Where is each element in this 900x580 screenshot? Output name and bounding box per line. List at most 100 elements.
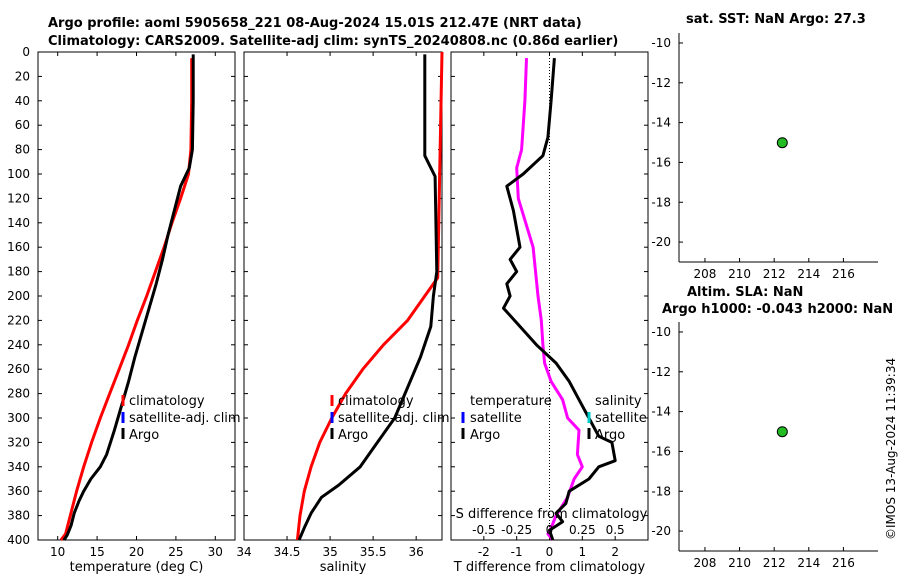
top-tick-label: -0.5	[472, 523, 495, 537]
y-tick-label: 140	[7, 216, 30, 230]
watermark: ©IMOS 13-Aug-2024 11:39:34	[884, 358, 898, 540]
legend-salinity-label: salinity	[595, 394, 642, 409]
x-tick-label: 212	[763, 267, 786, 281]
salinity-panel: 34 34.5 35 35.5 36 salinity	[236, 51, 444, 575]
legend-sal-argo-label: Argo	[595, 428, 625, 443]
y-tick-label: -20	[651, 235, 671, 249]
y-tick-label: 40	[15, 94, 30, 108]
x-axis-label: T difference from climatology	[453, 560, 646, 575]
y-tick-label: -16	[651, 155, 671, 169]
y-tick-label: 220	[7, 313, 30, 327]
legend-satellite-label: satellite-adj. clim	[338, 411, 450, 426]
y-tick-label: -14	[651, 405, 671, 419]
x-tick-label: 36	[409, 545, 424, 559]
top-tick-label: 0.5	[606, 523, 625, 537]
series-line-climatology	[59, 58, 194, 541]
x-tick-label: 216	[832, 556, 855, 570]
x-tick-label: 34.5	[274, 545, 301, 559]
temperature-panel: 10 15 20 25 30 temperature (deg C) 0 20 40 60 80 10…	[7, 45, 236, 575]
y-tick-label: 120	[7, 191, 30, 205]
x-tick-label: 2	[611, 545, 619, 559]
sst-map-panel: 208 210 212 214 216 -10 -12 -14 -16 -18 -20	[651, 33, 878, 281]
figure-title-line1: Argo profile: aoml 5905658_221 08-Aug-20…	[48, 16, 582, 31]
sla-map-title-line2: Argo h1000: -0.043 h2000: NaN	[662, 302, 893, 317]
series-line-argo	[297, 54, 439, 541]
series-line-argo	[62, 54, 195, 541]
x-tick-label: 10	[50, 545, 65, 559]
top-axis-label: S difference from climatology	[456, 507, 648, 522]
y-tick-label: 260	[7, 362, 30, 376]
y-tick-label: -14	[651, 116, 671, 130]
y-tick-label: -18	[651, 484, 671, 498]
y-tick-label: -18	[651, 195, 671, 209]
top-tick-label: 0	[546, 523, 554, 537]
y-tick-label: -20	[651, 524, 671, 538]
y-tick-label: -10	[651, 36, 671, 50]
x-tick-label: 15	[89, 545, 104, 559]
y-tick-label: 400	[7, 533, 30, 547]
y-tick-label: -16	[651, 444, 671, 458]
sst-map-title: sat. SST: NaN Argo: 27.3	[686, 12, 866, 27]
x-tick-label: 1	[579, 545, 587, 559]
x-tick-label: 210	[728, 267, 751, 281]
temperature-legend: climatology satellite-adj. clim Argo	[121, 394, 241, 443]
x-tick-label: 214	[797, 556, 820, 570]
x-tick-label: 0	[546, 545, 554, 559]
y-tick-label: 200	[7, 289, 30, 303]
figure-title-line2: Climatology: CARS2009. Satellite-adj cli…	[48, 34, 618, 49]
x-tick-label: 20	[129, 545, 144, 559]
axes-frame	[37, 51, 236, 541]
difference-legend: temperature satellite Argo salinity sate…	[461, 394, 647, 443]
y-tick-label: 80	[15, 143, 30, 157]
legend-temperature-label: temperature	[470, 394, 552, 409]
x-tick-label: 214	[797, 267, 820, 281]
profile-location-marker	[776, 426, 788, 438]
x-tick-label: 34	[236, 545, 251, 559]
y-tick-label: -12	[651, 76, 671, 90]
y-tick-label: -10	[651, 325, 671, 339]
legend-argo-label: Argo	[338, 428, 368, 443]
y-tick-label: 240	[7, 338, 30, 352]
y-tick-label: 280	[7, 387, 30, 401]
x-tick-label: 35	[322, 545, 337, 559]
top-tick-label: -0.25	[501, 523, 532, 537]
y-tick-label: 320	[7, 435, 30, 449]
x-tick-label: 208	[694, 556, 717, 570]
y-tick-label: 380	[7, 509, 30, 523]
sla-map-title-line1: Altim. SLA: NaN	[687, 285, 803, 300]
x-axis-label: temperature (deg C)	[70, 560, 204, 575]
x-tick-label: -2	[478, 545, 490, 559]
y-tick-label: 0	[22, 45, 30, 59]
x-axis-label: salinity	[320, 560, 367, 575]
legend-satellite-label: satellite-adj. clim	[129, 411, 241, 426]
legend-sal-satellite-label: satellite	[595, 411, 647, 426]
x-tick-label: 210	[728, 556, 751, 570]
y-tick-label: 180	[7, 265, 30, 279]
x-tick-label: 25	[168, 545, 183, 559]
profile-location-marker	[776, 137, 788, 149]
x-tick-label: 30	[208, 545, 223, 559]
y-tick-label: -12	[651, 365, 671, 379]
y-tick-label: 20	[15, 69, 30, 83]
series-line-argo	[502, 57, 617, 541]
legend-temp-argo-label: Argo	[470, 428, 500, 443]
x-tick-label: 216	[832, 267, 855, 281]
x-tick-label: -1	[511, 545, 523, 559]
x-tick-label: 35.5	[360, 545, 387, 559]
legend-climatology-label: climatology	[338, 394, 414, 409]
y-tick-label: 160	[7, 240, 30, 254]
difference-panel: -2 -1 0 1 2T difference from climatology S di…	[450, 51, 649, 575]
top-tick-label: 0.25	[569, 523, 596, 537]
series-line-climatology	[295, 51, 444, 541]
y-tick-label: 60	[15, 118, 30, 132]
y-tick-label: 340	[7, 460, 30, 474]
axes-frame	[243, 51, 443, 541]
y-tick-label: 100	[7, 167, 30, 181]
x-tick-label: 212	[763, 556, 786, 570]
y-tick-label: 360	[7, 484, 30, 498]
legend-climatology-label: climatology	[129, 394, 205, 409]
legend-temp-satellite-label: satellite	[470, 411, 522, 426]
legend-argo-label: Argo	[129, 428, 159, 443]
salinity-legend: climatology satellite-adj. clim Argo	[330, 394, 450, 443]
